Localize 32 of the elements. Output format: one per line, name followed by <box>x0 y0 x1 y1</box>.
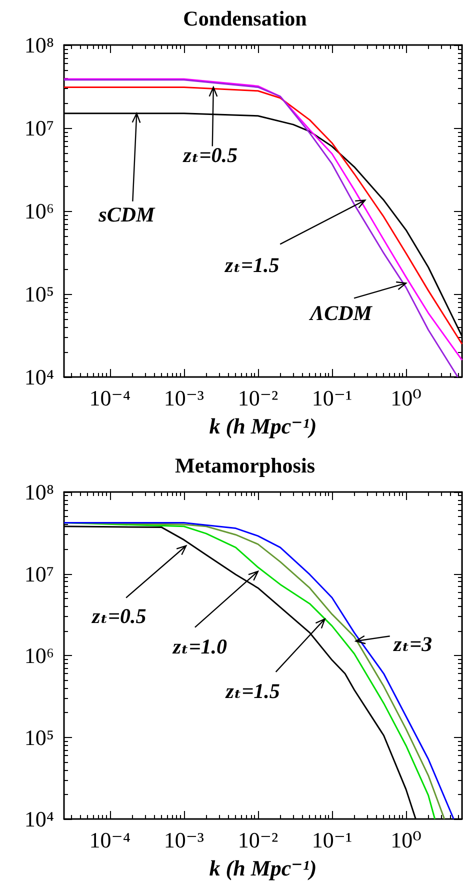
annotation: sCDM <box>98 202 156 226</box>
annotation: zₜ=0.5 <box>182 143 238 168</box>
annotation: zₜ=1.5 <box>224 253 280 278</box>
y-tick-label: 10⁵ <box>24 724 54 750</box>
y-tick-label: 10⁵ <box>24 282 54 306</box>
chart-title: Condensation <box>183 6 308 30</box>
y-tick-label: 10⁷ <box>24 116 54 140</box>
x-axis-title: k (h Mpc⁻¹) <box>209 856 317 880</box>
chart-title: Metamorphosis <box>175 454 315 478</box>
annotation: zₜ=0.5 <box>91 604 146 628</box>
y-tick-label: 10⁸ <box>24 32 54 58</box>
annotation: zₜ=1.0 <box>172 634 228 658</box>
x-tick-label: 10⁻⁴ <box>89 828 131 852</box>
annotation: zₜ=1.5 <box>224 678 280 703</box>
y-tick-label: 10⁸ <box>24 480 54 504</box>
y-tick-label: 10⁴ <box>24 364 54 390</box>
x-tick-label: 10⁻¹ <box>312 386 352 410</box>
y-tick-label: 10⁶ <box>24 198 54 224</box>
y-tick-label: 10⁴ <box>24 806 54 832</box>
x-tick-label: 10⁻² <box>238 386 278 410</box>
x-tick-label: 10⁻² <box>238 828 278 852</box>
x-tick-label: 10⁰ <box>390 828 422 852</box>
x-tick-label: 10⁻¹ <box>312 828 352 852</box>
x-tick-label: 10⁻³ <box>164 386 204 410</box>
x-tick-label: 10⁻³ <box>164 828 204 852</box>
annotation: ΛCDM <box>308 301 374 326</box>
x-axis-title: k (h Mpc⁻¹) <box>209 414 317 438</box>
annotation: zₜ=3 <box>392 632 432 656</box>
y-tick-label: 10⁶ <box>24 643 54 668</box>
x-tick-label: 10⁰ <box>390 386 422 410</box>
y-tick-label: 10⁷ <box>24 561 54 586</box>
x-tick-label: 10⁻⁴ <box>89 386 131 410</box>
